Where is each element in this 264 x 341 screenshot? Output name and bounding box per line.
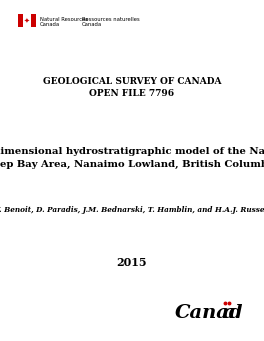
Text: Canada: Canada: [40, 22, 60, 27]
Text: ✦: ✦: [24, 17, 30, 24]
Text: GEOLOGICAL SURVEY OF CANADA: GEOLOGICAL SURVEY OF CANADA: [43, 77, 221, 87]
Text: Canad: Canad: [175, 304, 243, 322]
Bar: [18, 14, 23, 27]
Text: Natural Resources: Natural Resources: [40, 17, 88, 22]
Text: a: a: [223, 304, 236, 322]
Text: Deep Bay Area, Nanaimo Lowland, British Columbia: Deep Bay Area, Nanaimo Lowland, British …: [0, 160, 264, 168]
Text: 2015: 2015: [117, 257, 147, 268]
Bar: [23, 14, 31, 27]
Bar: [31, 14, 36, 27]
Text: Ressources naturelles: Ressources naturelles: [82, 17, 140, 22]
Text: N. Benoit, D. Paradis, J.M. Bednarski, T. Hamblin, and H.A.J. Russell: N. Benoit, D. Paradis, J.M. Bednarski, T…: [0, 206, 264, 214]
Text: Canada: Canada: [82, 22, 102, 27]
Text: Three dimensional hydrostratigraphic model of the Nanoose –: Three dimensional hydrostratigraphic mod…: [0, 148, 264, 157]
Text: OPEN FILE 7796: OPEN FILE 7796: [89, 89, 175, 98]
